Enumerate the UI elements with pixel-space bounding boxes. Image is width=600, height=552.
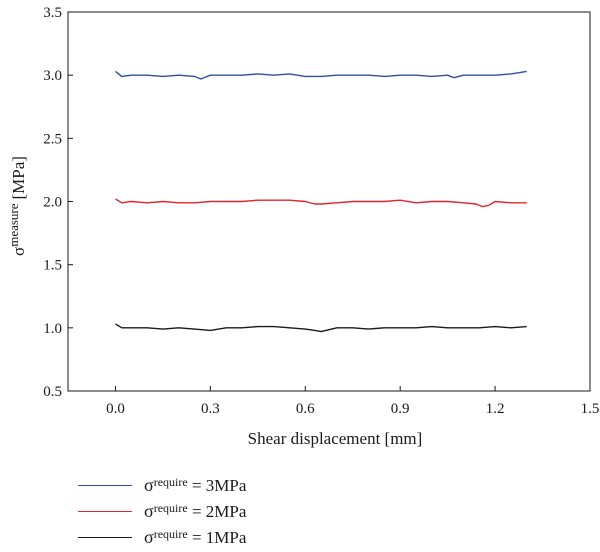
y-axis-title-symbol: σ bbox=[9, 247, 28, 256]
x-tick-label: 1.2 bbox=[486, 401, 505, 417]
legend-item-2mpa: σrequire = 2MPa bbox=[78, 498, 378, 524]
x-tick-label: 0.3 bbox=[201, 401, 220, 417]
y-tick-label: 2.0 bbox=[43, 195, 62, 211]
y-tick-label: 3.5 bbox=[43, 5, 62, 21]
y-axis-title: σmeasure [MPa] bbox=[6, 156, 28, 256]
legend-swatch-3mpa bbox=[78, 484, 132, 486]
legend-label-1mpa: σrequire = 1MPa bbox=[144, 526, 247, 547]
y-tick-label: 3.0 bbox=[43, 68, 62, 84]
plot-area-border bbox=[67, 11, 591, 392]
y-tick-label: 1.0 bbox=[43, 321, 62, 337]
legend-item-3mpa: σrequire = 3MPa bbox=[78, 472, 378, 498]
y-axis-title-unit: [MPa] bbox=[9, 156, 28, 199]
x-tick-label: 0.6 bbox=[296, 401, 315, 417]
chart: 0.0 0.3 0.6 0.9 1.2 1.50.51.01.52.02.53.03.5 … bbox=[6, 5, 599, 448]
x-tick-label: 1.5 bbox=[581, 401, 600, 417]
y-tick-label: 1.5 bbox=[43, 258, 62, 274]
legend-item-1mpa: σrequire = 1MPa bbox=[78, 524, 378, 550]
legend-swatch-1mpa bbox=[78, 536, 132, 538]
x-tick-label: 0.9 bbox=[391, 401, 410, 417]
legend-label-3mpa: σrequire = 3MPa bbox=[144, 474, 247, 495]
series-line-2mpa bbox=[115, 198, 527, 208]
series-line-3mpa bbox=[115, 70, 527, 80]
axis-ticks: 0.0 0.3 0.6 0.9 1.2 1.5 0.5 1.0 1.5 2.0 2.5 3.0 3.5 bbox=[43, 5, 599, 417]
y-tick-label: 2.5 bbox=[43, 131, 62, 147]
y-axis-title-superscript: measure bbox=[6, 203, 21, 247]
legend: σrequire = 3MPa σrequire = 2MPa σrequire… bbox=[78, 472, 378, 550]
series-lines bbox=[115, 70, 527, 333]
legend-label-2mpa: σrequire = 2MPa bbox=[144, 500, 247, 521]
x-tick-label: 0.0 bbox=[106, 401, 125, 417]
series-line-1mpa bbox=[115, 323, 527, 333]
x-axis-title: Shear displacement [mm] bbox=[248, 429, 423, 448]
y-tick-label: 0.5 bbox=[43, 384, 62, 400]
plot-frame bbox=[67, 11, 591, 392]
legend-swatch-2mpa bbox=[78, 510, 132, 512]
